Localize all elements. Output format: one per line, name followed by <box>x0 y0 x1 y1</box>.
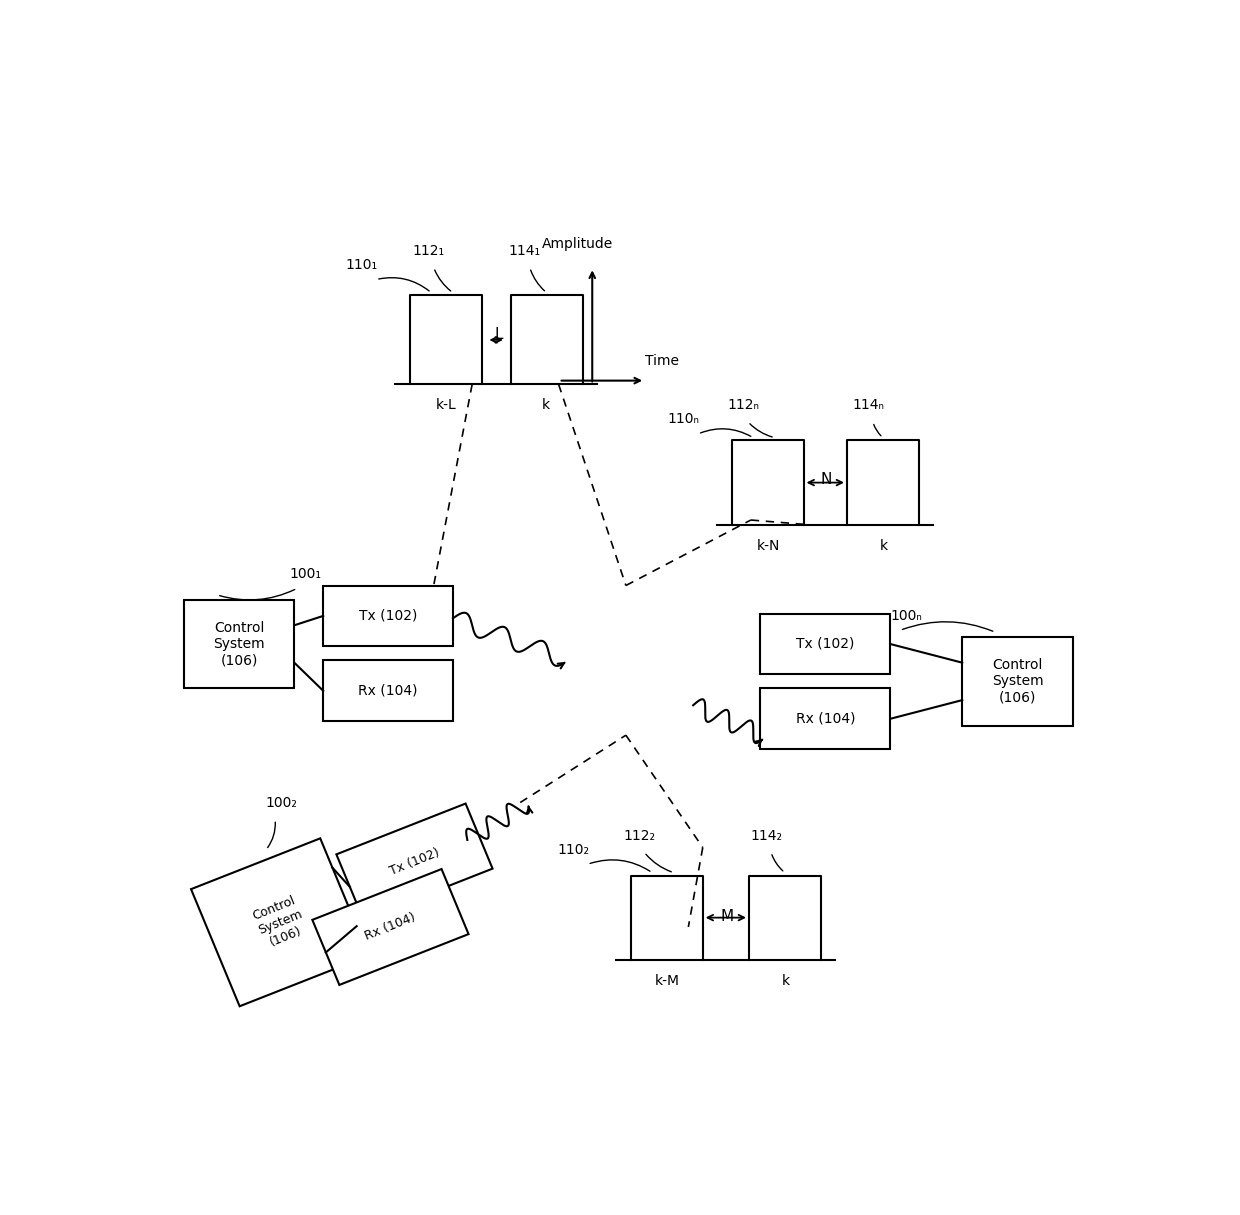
FancyBboxPatch shape <box>324 586 453 646</box>
Text: k-M: k-M <box>655 973 680 988</box>
Text: k-L: k-L <box>435 399 456 412</box>
Text: 114₁: 114₁ <box>508 244 541 258</box>
Text: Time: Time <box>645 355 680 368</box>
FancyBboxPatch shape <box>184 599 294 689</box>
Text: 110₂: 110₂ <box>557 843 589 857</box>
Text: Control
System
(106): Control System (106) <box>250 894 310 951</box>
Text: Rx (104): Rx (104) <box>363 911 418 943</box>
Text: L: L <box>495 327 503 343</box>
Text: Amplitude: Amplitude <box>542 237 614 250</box>
Text: 100₁: 100₁ <box>290 567 321 581</box>
FancyBboxPatch shape <box>760 614 890 674</box>
Text: 114ₙ: 114ₙ <box>852 399 884 412</box>
Text: 114₂: 114₂ <box>750 829 782 843</box>
Text: k-N: k-N <box>756 538 780 553</box>
Text: Tx (102): Tx (102) <box>388 846 441 877</box>
Text: Rx (104): Rx (104) <box>358 684 418 697</box>
Text: k: k <box>542 399 551 412</box>
Text: k: k <box>781 973 790 988</box>
Text: Rx (104): Rx (104) <box>796 712 856 725</box>
Polygon shape <box>191 838 368 1006</box>
Text: N: N <box>820 473 832 487</box>
Text: 100ₙ: 100ₙ <box>890 609 923 623</box>
Text: Control
System
(106): Control System (106) <box>992 659 1043 705</box>
Text: 110ₙ: 110ₙ <box>667 412 699 426</box>
Text: 112₁: 112₁ <box>413 244 445 258</box>
Text: Tx (102): Tx (102) <box>796 637 854 651</box>
FancyBboxPatch shape <box>962 637 1073 725</box>
Text: Control
System
(106): Control System (106) <box>213 621 265 667</box>
Polygon shape <box>312 869 469 985</box>
Text: Tx (102): Tx (102) <box>358 609 417 623</box>
Text: 110₁: 110₁ <box>346 258 378 272</box>
Polygon shape <box>336 803 492 920</box>
Text: k: k <box>879 538 888 553</box>
FancyBboxPatch shape <box>324 661 453 722</box>
Text: 112ₙ: 112ₙ <box>727 399 759 412</box>
Text: 112₂: 112₂ <box>624 829 656 843</box>
Text: M: M <box>720 909 733 925</box>
FancyBboxPatch shape <box>760 689 890 750</box>
Text: 100₂: 100₂ <box>265 796 298 810</box>
